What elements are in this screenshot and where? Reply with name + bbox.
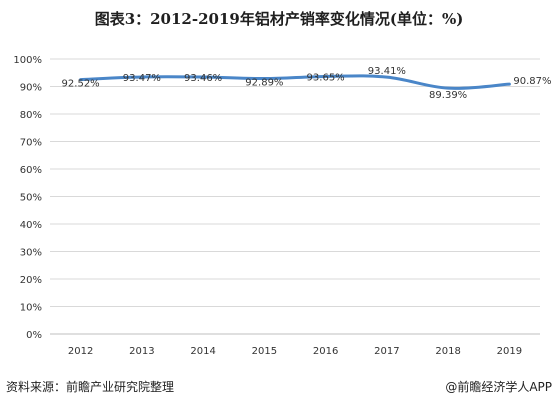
y-tick-label: 30% [20, 248, 42, 259]
data-label: 89.39% [429, 90, 467, 101]
data-labels: 92.52% 93.47% 93.46% 92.89% 93.65% 93.41% 89.3… [62, 66, 552, 101]
y-tick-label: 90% [20, 83, 42, 94]
chart-footer: 资料来源：前瞻产业研究院整理 @前瞻经济学人APP [0, 374, 558, 398]
data-label: 92.89% [245, 78, 283, 89]
x-tick-label: 2013 [129, 346, 154, 357]
data-label: 92.52% [62, 79, 100, 90]
chart-title: 图表3：2012-2019年铝材产销率变化情况(单位：%) [94, 10, 464, 28]
x-tick-label: 2016 [313, 346, 338, 357]
x-tick-label: 2017 [374, 346, 399, 357]
credit-note: @前瞻经济学人APP [445, 380, 552, 394]
x-tick-label: 2012 [68, 346, 93, 357]
data-label: 93.41% [368, 66, 406, 77]
y-tick-label: 0% [26, 330, 42, 341]
y-tick-label: 10% [20, 303, 42, 314]
x-tick-label: 2018 [435, 346, 460, 357]
y-tick-label: 50% [20, 193, 42, 204]
x-tick-label: 2014 [190, 346, 215, 357]
x-tick-label: 2019 [497, 346, 522, 357]
axes: 0% 10% 20% 30% 40% 50% 60% 70% 80% 90% 100% 2012 201… [13, 55, 540, 357]
data-label: 93.46% [184, 73, 222, 84]
y-tick-label: 20% [20, 275, 42, 286]
source-note: 资料来源：前瞻产业研究院整理 [6, 380, 175, 394]
data-label: 93.65% [307, 72, 345, 83]
series-line-layer [79, 74, 511, 90]
gridlines [50, 58, 540, 307]
y-tick-label: 100% [13, 55, 42, 66]
y-tick-label: 70% [20, 138, 42, 149]
data-label: 90.87% [513, 76, 551, 87]
y-tick-label: 80% [20, 110, 42, 121]
y-tick-label: 60% [20, 165, 42, 176]
data-label: 93.47% [123, 73, 161, 84]
y-tick-label: 40% [20, 220, 42, 231]
series-line [79, 74, 511, 90]
x-tick-label: 2015 [252, 346, 277, 357]
